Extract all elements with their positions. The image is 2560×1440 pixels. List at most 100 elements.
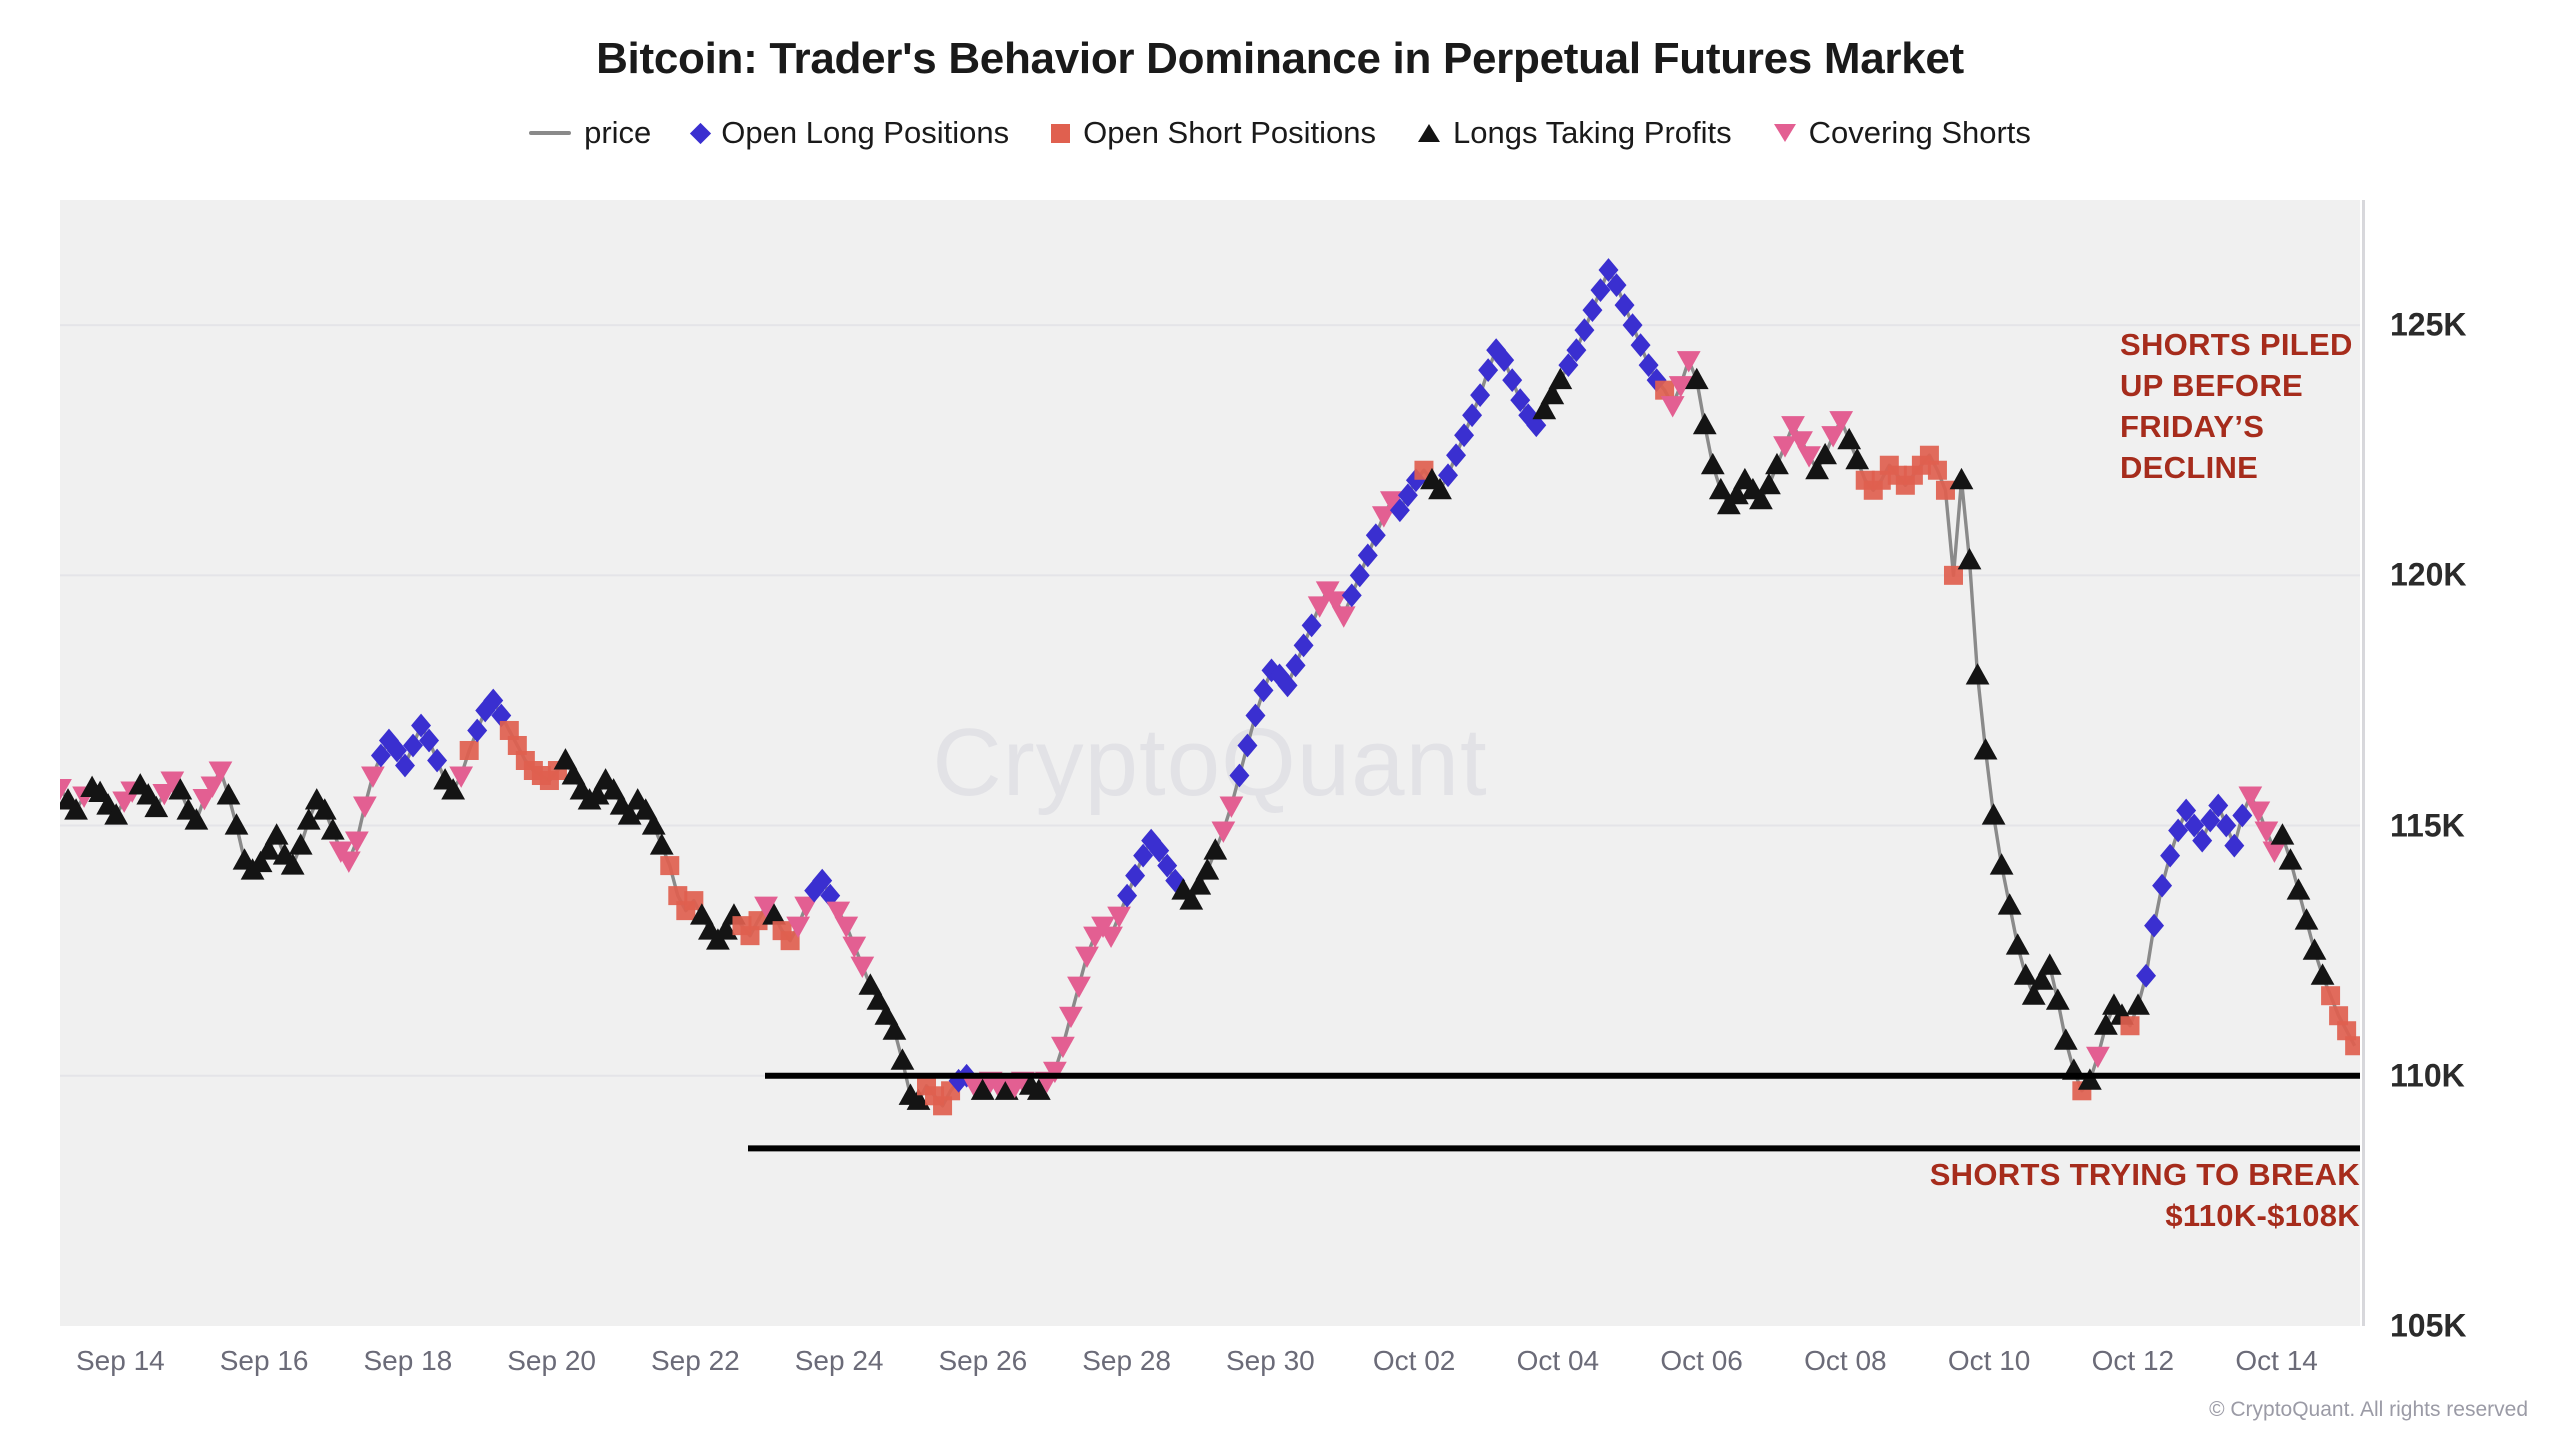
marker-open-long — [419, 728, 440, 753]
marker-open-long — [2192, 828, 2213, 853]
marker-longs-taking-profits — [1708, 477, 1733, 500]
legend-item[interactable]: Open Long Positions — [690, 115, 1010, 151]
x-axis-tick-label: Sep 18 — [363, 1345, 453, 1376]
marker-open-short — [748, 911, 768, 931]
marker-open-long — [1269, 663, 1290, 688]
legend-item[interactable]: Longs Taking Profits — [1418, 115, 1732, 151]
legend-item-label: Open Long Positions — [721, 115, 1010, 150]
marker-longs-taking-profits — [970, 1078, 995, 1100]
y-axis-tick-label: 120K — [2390, 556, 2467, 593]
marker-longs-taking-profits — [2294, 908, 2319, 930]
x-axis-tick-label: Sep 24 — [794, 1345, 884, 1376]
marker-open-short — [499, 720, 519, 740]
copyright-credit: © CryptoQuant. All rights reserved — [2209, 1398, 2528, 1421]
marker-open-long — [1157, 853, 1178, 878]
x-axis-tick-label: Sep 16 — [219, 1345, 309, 1376]
marker-open-short — [1919, 445, 1939, 465]
marker-open-long — [1357, 543, 1378, 568]
diamond-icon — [690, 122, 712, 144]
marker-longs-taking-profits — [264, 823, 289, 845]
marker-covering-shorts — [2262, 841, 2287, 863]
marker-open-long — [403, 733, 423, 758]
marker-covering-shorts — [1821, 426, 1846, 448]
marker-covering-shorts — [1211, 821, 1236, 843]
marker-longs-taking-profits — [2310, 963, 2335, 985]
legend-item-label: Longs Taking Profits — [1453, 115, 1732, 150]
marker-covering-shorts — [1307, 596, 1332, 618]
marker-longs-taking-profits — [2270, 823, 2295, 845]
marker-open-long — [1133, 843, 1154, 868]
marker-longs-taking-profits — [1989, 853, 2014, 875]
marker-longs-taking-profits — [1548, 367, 1573, 390]
price-line — [60, 268, 2357, 1108]
marker-longs-taking-profits — [882, 1018, 907, 1040]
marker-open-long — [2168, 818, 2189, 843]
marker-open-long — [2224, 833, 2245, 858]
marker-covering-shorts — [1668, 376, 1693, 398]
marker-open-long — [1646, 368, 1667, 393]
marker-longs-taking-profits — [441, 778, 466, 800]
marker-covering-shorts — [754, 896, 778, 918]
marker-open-long — [2232, 803, 2253, 828]
marker-covering-shorts — [1781, 416, 1805, 438]
marker-open-long — [1574, 318, 1595, 342]
legend-item[interactable]: price — [529, 115, 651, 151]
marker-open-short — [684, 891, 704, 911]
marker-longs-taking-profits — [649, 833, 674, 855]
marker-open-long — [1478, 358, 1499, 383]
marker-longs-taking-profits — [1757, 472, 1781, 495]
marker-longs-taking-profits — [2021, 983, 2046, 1005]
triangle-up-icon — [1418, 124, 1441, 142]
marker-longs-taking-profits — [2045, 988, 2070, 1010]
triangle-down-icon — [1773, 124, 1796, 142]
marker-open-short — [2337, 1021, 2357, 1041]
x-axis-labels: Sep 14 Sep 16 Sep 18 Sep 20 Sep 22 Sep 24 Sep … — [60, 1345, 2360, 1395]
marker-longs-taking-profits — [1540, 382, 1565, 405]
marker-longs-taking-profits — [256, 838, 281, 860]
marker-open-long — [2200, 808, 2221, 833]
marker-covering-shorts — [1059, 1006, 1083, 1029]
marker-covering-shorts — [2086, 1046, 2110, 1069]
y-axis-line — [2362, 200, 2365, 1326]
marker-covering-shorts — [842, 936, 867, 959]
x-axis-tick-label: Oct 08 — [1804, 1345, 1887, 1376]
marker-covering-shorts — [1829, 411, 1854, 433]
marker-covering-shorts — [192, 789, 217, 811]
marker-covering-shorts — [1331, 606, 1356, 628]
marker-longs-taking-profits — [1997, 893, 2022, 915]
marker-open-long — [1301, 613, 1322, 638]
chart-canvas — [60, 258, 2360, 1152]
shorts-piled-annotation: SHORTS PILED UP BEFORE FRIDAY’S DECLINE — [2120, 325, 2353, 489]
marker-open-long — [1245, 703, 1266, 728]
marker-longs-taking-profits — [890, 1048, 915, 1070]
marker-longs-taking-profits — [874, 1003, 899, 1025]
marker-longs-taking-profits — [1700, 452, 1725, 475]
marker-longs-taking-profits — [1179, 888, 1204, 910]
marker-open-long — [1253, 678, 1274, 703]
marker-longs-taking-profits — [1195, 858, 1220, 880]
line-icon — [529, 131, 572, 135]
marker-longs-taking-profits — [88, 780, 112, 803]
marker-longs-taking-profits — [1837, 427, 1862, 450]
marker-open-short — [1935, 480, 1955, 500]
marker-open-long — [395, 753, 415, 778]
marker-covering-shorts — [1067, 976, 1091, 999]
chart-legend: price Open Long Positions Open Short Posit… — [0, 115, 2560, 151]
marker-covering-shorts — [1797, 446, 1821, 468]
marker-open-short — [1943, 565, 1963, 585]
marker-longs-taking-profits — [762, 903, 786, 925]
marker-open-long — [1397, 483, 1418, 508]
marker-open-short — [507, 735, 527, 755]
marker-longs-taking-profits — [2302, 938, 2327, 960]
marker-open-long — [427, 748, 448, 773]
legend-item[interactable]: Open Short Positions — [1051, 115, 1376, 151]
marker-open-long — [1470, 383, 1491, 408]
marker-longs-taking-profits — [2078, 1068, 2102, 1090]
marker-open-long — [1438, 463, 1458, 488]
legend-item[interactable]: Covering Shorts — [1773, 115, 2031, 151]
marker-longs-taking-profits — [2029, 968, 2054, 990]
marker-covering-shorts — [2254, 821, 2279, 843]
marker-longs-taking-profits — [312, 798, 337, 820]
marker-longs-taking-profits — [2005, 933, 2030, 955]
